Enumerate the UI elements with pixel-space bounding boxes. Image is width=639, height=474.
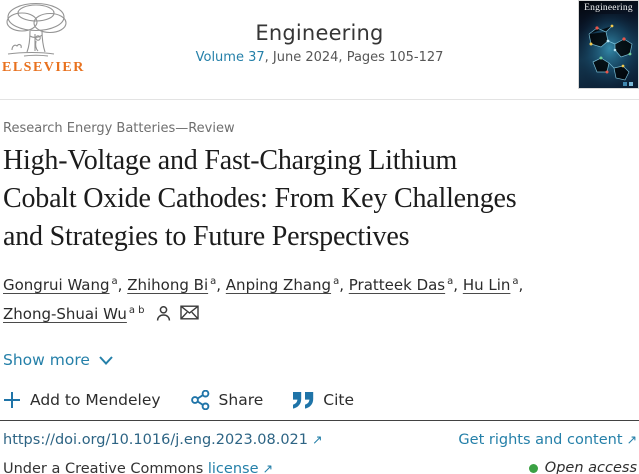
external-link-icon: ↗ [626, 432, 637, 447]
get-rights-link[interactable]: Get rights and content ↗ [458, 432, 637, 448]
external-link-icon: ↗ [312, 432, 323, 447]
rights-text: Get rights and content [458, 432, 623, 448]
corresponding-author-icons [155, 305, 200, 322]
share-icon [190, 390, 209, 410]
cover-masthead: Engineering [584, 3, 633, 13]
article-category: Research Energy Batteries—Review [3, 121, 235, 136]
plus-icon [4, 392, 20, 408]
external-link-icon: ↗ [262, 460, 273, 474]
add-to-mendeley-button[interactable]: Add to Mendeley [3, 391, 161, 409]
journal-banner: ELSEVIER Engineering Volume 37, June 202… [0, 0, 639, 100]
cite-quote-icon [293, 391, 314, 409]
cc-text: Under a Creative Commons [3, 460, 204, 474]
chevron-down-icon [99, 355, 113, 365]
author-affiliation-sup: a [512, 276, 519, 287]
author-link[interactable]: Gongrui Wang [3, 276, 110, 294]
cc-license-label: license [207, 460, 259, 474]
cc-license-line: Under a Creative Commons license ↗ [3, 461, 273, 474]
cover-molecule-art [579, 14, 638, 88]
issue-line: Volume 37, June 2024, Pages 105-127 [0, 50, 639, 65]
doi-text: https://doi.org/10.1016/j.eng.2023.08.02… [3, 432, 309, 448]
author-link[interactable]: Zhihong Bi [127, 276, 209, 294]
cc-license-link[interactable]: license ↗ [208, 461, 273, 474]
author-1: Gongrui Wang a, [3, 276, 127, 294]
volume-link[interactable]: Volume 37 [195, 50, 265, 65]
author-6-corresponding: Zhong-Shuai Wu a b [3, 305, 145, 323]
journal-title-link[interactable]: Engineering [255, 21, 384, 45]
license-openaccess-row: Under a Creative Commons license ↗ Open a… [0, 460, 639, 474]
title-line-3: and Strategies to Future Perspectives [3, 221, 410, 252]
share-label: Share [218, 391, 264, 409]
open-access-dot-icon [528, 463, 538, 473]
author-list: Gongrui Wang a, Zhihong Bi a, Anping Zhang… [3, 269, 637, 327]
article-title: High-Voltage and Fast-Charging Lithium C… [3, 142, 637, 256]
author-link[interactable]: Zhong-Shuai Wu [3, 305, 127, 323]
issue-rest: , June 2024, Pages 105-127 [264, 50, 444, 65]
mail-icon[interactable] [180, 305, 200, 320]
show-more-label: Show more [3, 351, 90, 369]
author-2: Zhihong Bi a, [127, 276, 226, 294]
author-separator: , [117, 276, 128, 294]
cite-label: Cite [323, 391, 355, 409]
author-5: Hu Lin a, [463, 276, 524, 294]
journal-info: Engineering Volume 37, June 2024, Pages … [0, 21, 639, 65]
elsevier-tree-icon [2, 2, 82, 59]
author-affiliation-sup: a [210, 276, 217, 287]
open-access-label: Open access [544, 460, 637, 474]
cite-button[interactable]: Cite [293, 391, 354, 409]
author-4: Pratteek Das a, [349, 276, 463, 294]
author-affiliation-sup: a b [128, 305, 145, 316]
author-affiliation-sup: a [111, 276, 118, 287]
title-line-2: Cobalt Oxide Cathodes: From Key Challeng… [3, 183, 517, 214]
add-to-mendeley-label: Add to Mendeley [30, 391, 161, 409]
elsevier-wordmark: ELSEVIER [2, 60, 85, 75]
author-link[interactable]: Anping Zhang [225, 276, 332, 294]
author-separator: , [453, 276, 463, 294]
author-separator: , [339, 276, 349, 294]
share-button[interactable]: Share [190, 390, 264, 410]
author-link[interactable]: Pratteek Das [348, 276, 446, 294]
person-icon[interactable] [155, 305, 172, 322]
doi-link[interactable]: https://doi.org/10.1016/j.eng.2023.08.02… [3, 432, 323, 448]
author-separator: , [518, 276, 524, 294]
author-3: Anping Zhang a, [226, 276, 349, 294]
article-actions-toolbar: Add to Mendeley Share Cite [3, 390, 637, 410]
section-divider [0, 420, 639, 421]
author-separator: , [216, 276, 226, 294]
doi-rights-row: https://doi.org/10.1016/j.eng.2023.08.02… [0, 432, 639, 448]
author-affiliation-sup: a [333, 276, 340, 287]
show-more-button[interactable]: Show more [3, 351, 113, 369]
elsevier-logo[interactable]: ELSEVIER [2, 2, 85, 76]
article-header: Research Energy Batteries—Review High-Vo… [0, 121, 639, 410]
author-link[interactable]: Hu Lin [462, 276, 511, 294]
author-affiliation-sup: a [447, 276, 454, 287]
journal-cover-thumbnail[interactable]: Engineering [578, 0, 639, 89]
open-access-badge: Open access [528, 460, 637, 474]
title-line-1: High-Voltage and Fast-Charging Lithium [3, 145, 458, 176]
